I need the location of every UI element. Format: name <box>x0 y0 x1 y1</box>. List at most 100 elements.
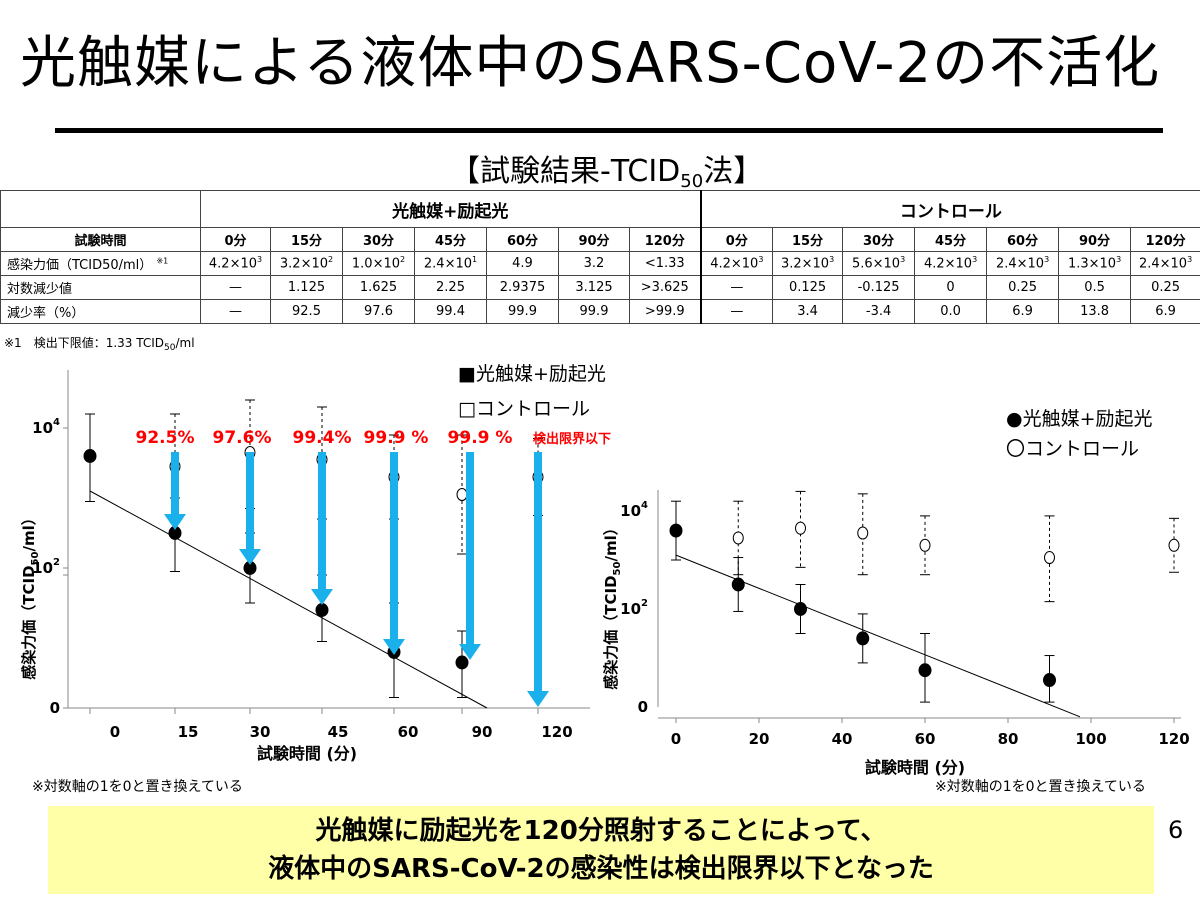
time-cell-photo: 60分 <box>486 227 559 252</box>
row-header-titer: 感染力価（TCID50/ml） ※1 <box>0 251 201 276</box>
rate-cell-control: -3.4 <box>842 299 916 324</box>
conclusion-box: 光触媒に励起光を120分照射することによって、 液体中のSARS-CoV-2の感… <box>48 806 1154 894</box>
row-header-titer-note: ※1 <box>156 256 169 266</box>
time-cell-photo-value: 60分 <box>506 234 539 249</box>
rate-cell-control: 6.9 <box>986 299 1060 324</box>
axis-note-right: ※対数軸の1を0と置き換えている <box>935 779 1146 795</box>
regression-line <box>89 490 488 709</box>
x-tick-label: 90 <box>472 723 493 741</box>
control-point <box>456 488 468 501</box>
rate-cell-photo-value: 99.4 <box>436 304 465 319</box>
y-tick-label-base: 10 <box>620 502 641 520</box>
reduction-arrow-shaft <box>390 452 398 641</box>
titer-cell-photo: 3.2 <box>558 251 630 276</box>
log-cell-control: 0 <box>914 275 988 300</box>
rate-cell-photo-value: — <box>229 304 242 319</box>
axis-note-left: ※対数軸の1を0と置き換えている <box>32 779 243 795</box>
titer-cell-control: 2.4×103 <box>1130 251 1200 276</box>
rate-cell-photo: 99.9 <box>486 299 559 324</box>
y-tick-label: 104 <box>32 417 60 437</box>
reduction-annotation: 99.4% <box>293 428 352 448</box>
time-cell-control: 90分 <box>1058 227 1132 252</box>
x-tick-label: 15 <box>178 723 199 741</box>
log-cell-control-value: -0.125 <box>857 280 900 295</box>
y-axis-title-sub: 50 <box>612 561 623 575</box>
titer-cell-control-value: 4.2×10 <box>923 256 973 272</box>
reduction-annotation: 99.9 % <box>448 428 513 448</box>
reduction-arrow-shaft <box>534 452 542 693</box>
titer-cell-photo: 3.2×102 <box>270 251 343 276</box>
rate-cell-photo: 99.9 <box>558 299 630 324</box>
log-cell-photo-value: — <box>229 280 242 295</box>
time-row: 試験時間 0分 15分 30分 45分 60分 90分 120分 0分 15分 30分 45分 60分 9… <box>0 227 1200 252</box>
rate-cell-control: 6.9 <box>1130 299 1200 324</box>
reduction-annotation: 検出限界以下 <box>533 431 611 447</box>
x-tick-label: 40 <box>832 730 853 748</box>
reduction-annotation: 97.6% <box>213 428 272 448</box>
reduction-arrow-shaft <box>466 452 474 646</box>
log-cell-photo: 1.625 <box>342 275 415 300</box>
time-cell-control-value: 90分 <box>1079 234 1111 249</box>
photocatalyst-point <box>315 603 329 617</box>
time-cell-control: 15分 <box>772 227 844 252</box>
row-header-log: 対数減少値 <box>0 275 201 300</box>
y-tick-label-base: 10 <box>32 559 53 577</box>
rate-cell-control: 3.4 <box>772 299 844 324</box>
reduction-arrow-head <box>527 691 549 707</box>
titer-cell-photo-value: <1.33 <box>644 256 685 271</box>
time-cell-photo: 30分 <box>342 227 415 252</box>
photocatalyst-point <box>83 449 97 463</box>
corner-cell <box>0 190 201 228</box>
rate-cell-photo-value: >99.9 <box>644 304 685 319</box>
time-cell-control-value: 15分 <box>792 234 824 249</box>
control-point <box>919 538 931 552</box>
titer-cell-photo-value: 1.0×10 <box>351 256 400 272</box>
photocatalyst-point <box>1043 673 1056 688</box>
y-axis-title-post: /ml） <box>20 510 38 551</box>
titer-cell-photo-exponent: 3 <box>257 255 263 265</box>
titer-cell-photo-exponent: 2 <box>400 255 406 265</box>
rate-cell-photo: 99.4 <box>414 299 487 324</box>
footnote-post: /ml <box>175 336 195 350</box>
group-control-header: コントロール <box>699 190 1200 228</box>
x-tick-label: 120 <box>541 723 572 741</box>
y-tick-label: 0 <box>50 699 60 717</box>
rate-cell-control-value: 3.4 <box>797 304 818 319</box>
y-tick-label-exp: 2 <box>53 557 60 568</box>
time-cell-control: 60分 <box>986 227 1060 252</box>
photocatalyst-point <box>731 577 745 592</box>
control-point <box>732 531 744 545</box>
reduction-rate-row: 減少率（%） — 92.5 97.6 99.4 99.9 99.9 >99.9 — 3.4 -3.4… <box>0 299 1200 324</box>
reduction-arrow-shaft <box>318 452 326 591</box>
titer-cell-photo: 2.4×101 <box>414 251 487 276</box>
log-cell-photo-value: 2.9375 <box>499 280 546 295</box>
control-point <box>1168 538 1180 552</box>
reduction-arrow-shaft <box>171 452 179 516</box>
rate-cell-photo: >99.9 <box>628 299 702 324</box>
rate-cell-control-value: — <box>730 304 744 319</box>
control-point <box>1044 551 1055 565</box>
titer-cell-control: 2.4×103 <box>986 251 1060 276</box>
time-cell-photo-value: 30分 <box>362 234 395 249</box>
rate-cell-photo: 92.5 <box>270 299 343 324</box>
control-point <box>857 526 869 540</box>
x-tick-label: 80 <box>998 730 1019 748</box>
time-cell-photo: 45分 <box>414 227 487 252</box>
titer-cell-photo: 1.0×102 <box>342 251 415 276</box>
log-cell-photo: 1.125 <box>270 275 343 300</box>
titer-cell-photo-exponent: 1 <box>472 255 478 265</box>
log-cell-photo-value: 1.625 <box>359 280 398 295</box>
legend-control: □コントロール <box>458 398 590 420</box>
log-cell-control: — <box>699 275 774 300</box>
titer-cell-photo: <1.33 <box>628 251 702 276</box>
y-tick-label-base: 0 <box>638 698 648 716</box>
x-axis-title: 試験時間 (分) <box>257 744 357 763</box>
photocatalyst-point <box>455 655 469 670</box>
x-tick-label: 60 <box>915 730 936 748</box>
reduction-arrow-shaft <box>246 452 254 551</box>
titer-cell-control: 3.2×103 <box>772 251 844 276</box>
rate-cell-control-value: 6.9 <box>1155 304 1176 319</box>
reduction-arrow-head <box>311 589 333 605</box>
log-cell-control: 0.25 <box>1130 275 1200 300</box>
